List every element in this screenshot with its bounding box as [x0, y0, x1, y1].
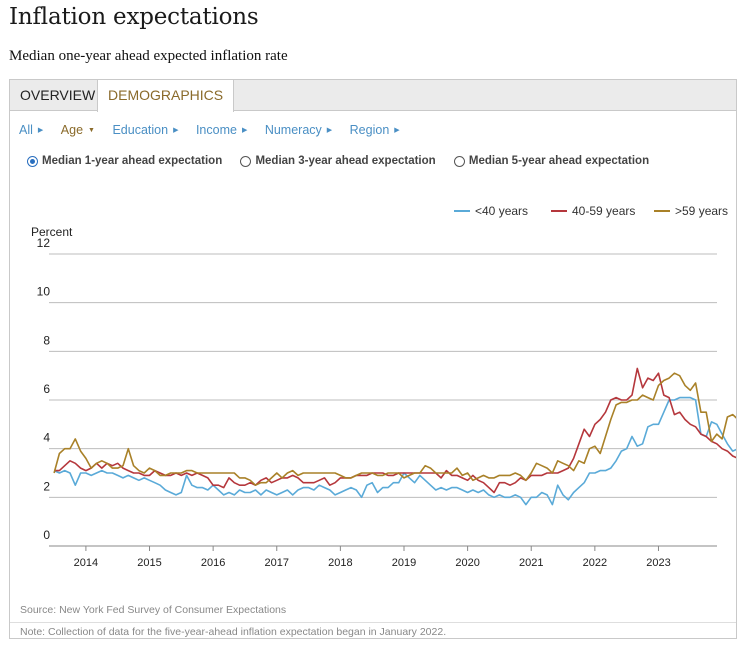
x-tick-label: 2016	[201, 557, 225, 569]
y-tick-label: 4	[43, 431, 50, 445]
filter-income[interactable]: Income ▶	[196, 123, 247, 137]
filter-numeracy[interactable]: Numeracy ▶	[265, 123, 332, 137]
y-tick-label: 12	[37, 236, 51, 250]
tab-bar: OVERVIEW DEMOGRAPHICS	[10, 80, 736, 112]
tab-overview[interactable]: OVERVIEW	[20, 87, 96, 103]
y-tick-label: 6	[43, 382, 50, 396]
x-axis-ticks: 2014 2015 2016 2017 2018 2019 2020 2021 2022 2023	[74, 546, 671, 569]
filter-label: Education	[112, 123, 169, 137]
radio-5-year[interactable]: Median 5-year ahead expectation	[453, 155, 650, 167]
triangle-right-icon: ▶	[37, 127, 44, 134]
filter-all[interactable]: All ▶	[19, 123, 43, 137]
filter-age[interactable]: Age ▼	[61, 123, 95, 137]
filter-label: Numeracy	[264, 123, 322, 137]
filter-education[interactable]: Education ▶	[112, 123, 178, 137]
chart-panel: OVERVIEW DEMOGRAPHICS All ▶ Age ▼ Educatio…	[9, 79, 737, 639]
triangle-down-icon: ▼	[88, 127, 95, 134]
filter-label: Age	[60, 123, 84, 137]
radio-1-year[interactable]: Median 1-year ahead expectation	[27, 155, 222, 167]
radio-checked-icon	[27, 155, 38, 167]
line-chart: <40 years 40-59 years >59 years Percent 0 2…	[31, 204, 736, 569]
filter-bar: All ▶ Age ▼ Education ▶ Income ▶ Numeracy ▶ R…	[19, 123, 414, 137]
x-tick-label: 2023	[646, 557, 670, 569]
y-tick-label: 2	[43, 479, 50, 493]
y-axis-label: Percent	[31, 225, 73, 239]
radio-label: Median 1-year ahead expectation	[42, 155, 223, 167]
x-tick-label: 2019	[392, 557, 416, 569]
filter-label: Region	[349, 123, 390, 137]
filter-label: All	[19, 123, 33, 137]
x-tick-label: 2020	[455, 557, 479, 569]
series-line	[54, 367, 736, 494]
y-tick-label: 8	[43, 333, 50, 347]
triangle-right-icon: ▶	[394, 127, 400, 134]
radio-unchecked-icon	[453, 155, 465, 167]
legend-label: 40-59 years	[572, 204, 635, 218]
series-line	[53, 396, 736, 506]
x-tick-label: 2017	[265, 557, 289, 569]
x-tick-label: 2014	[74, 557, 98, 569]
y-axis-ticks: 0 2 4 6 8 10 12	[37, 236, 51, 542]
y-tick-label: 0	[43, 528, 50, 542]
grid-lines	[49, 253, 717, 547]
series-line	[53, 372, 736, 487]
divider	[10, 622, 736, 623]
filter-label: Income	[195, 123, 237, 137]
tab-demographics[interactable]: DEMOGRAPHICS	[97, 80, 235, 112]
footnote: Note: Collection of data for the five-ye…	[20, 626, 447, 638]
filter-region[interactable]: Region ▶	[350, 123, 400, 137]
triangle-right-icon: ▶	[241, 127, 248, 134]
legend-label: >59 years	[675, 204, 728, 218]
legend-label: <40 years	[475, 204, 528, 218]
radio-label: Median 3-year ahead expectation	[255, 155, 436, 167]
triangle-right-icon: ▶	[173, 127, 179, 134]
x-tick-label: 2022	[583, 557, 607, 569]
page-subtitle: Median one-year ahead expected inflation…	[9, 48, 288, 64]
horizon-radio-group: Median 1-year ahead expectation Median 3…	[27, 155, 664, 170]
radio-label: Median 5-year ahead expectation	[468, 155, 650, 167]
radio-unchecked-icon	[240, 155, 252, 167]
x-tick-label: 2015	[137, 557, 161, 569]
x-tick-label: 2018	[328, 557, 352, 569]
chart-legend: <40 years 40-59 years >59 years	[454, 204, 728, 218]
y-tick-label: 10	[37, 285, 51, 299]
page-title: Inflation expectations	[9, 4, 259, 30]
source-note: Source: New York Fed Survey of Consumer …	[20, 604, 287, 616]
triangle-right-icon: ▶	[326, 127, 333, 134]
series-lines	[53, 367, 736, 506]
x-tick-label: 2021	[519, 557, 543, 569]
radio-3-year[interactable]: Median 3-year ahead expectation	[240, 155, 436, 167]
